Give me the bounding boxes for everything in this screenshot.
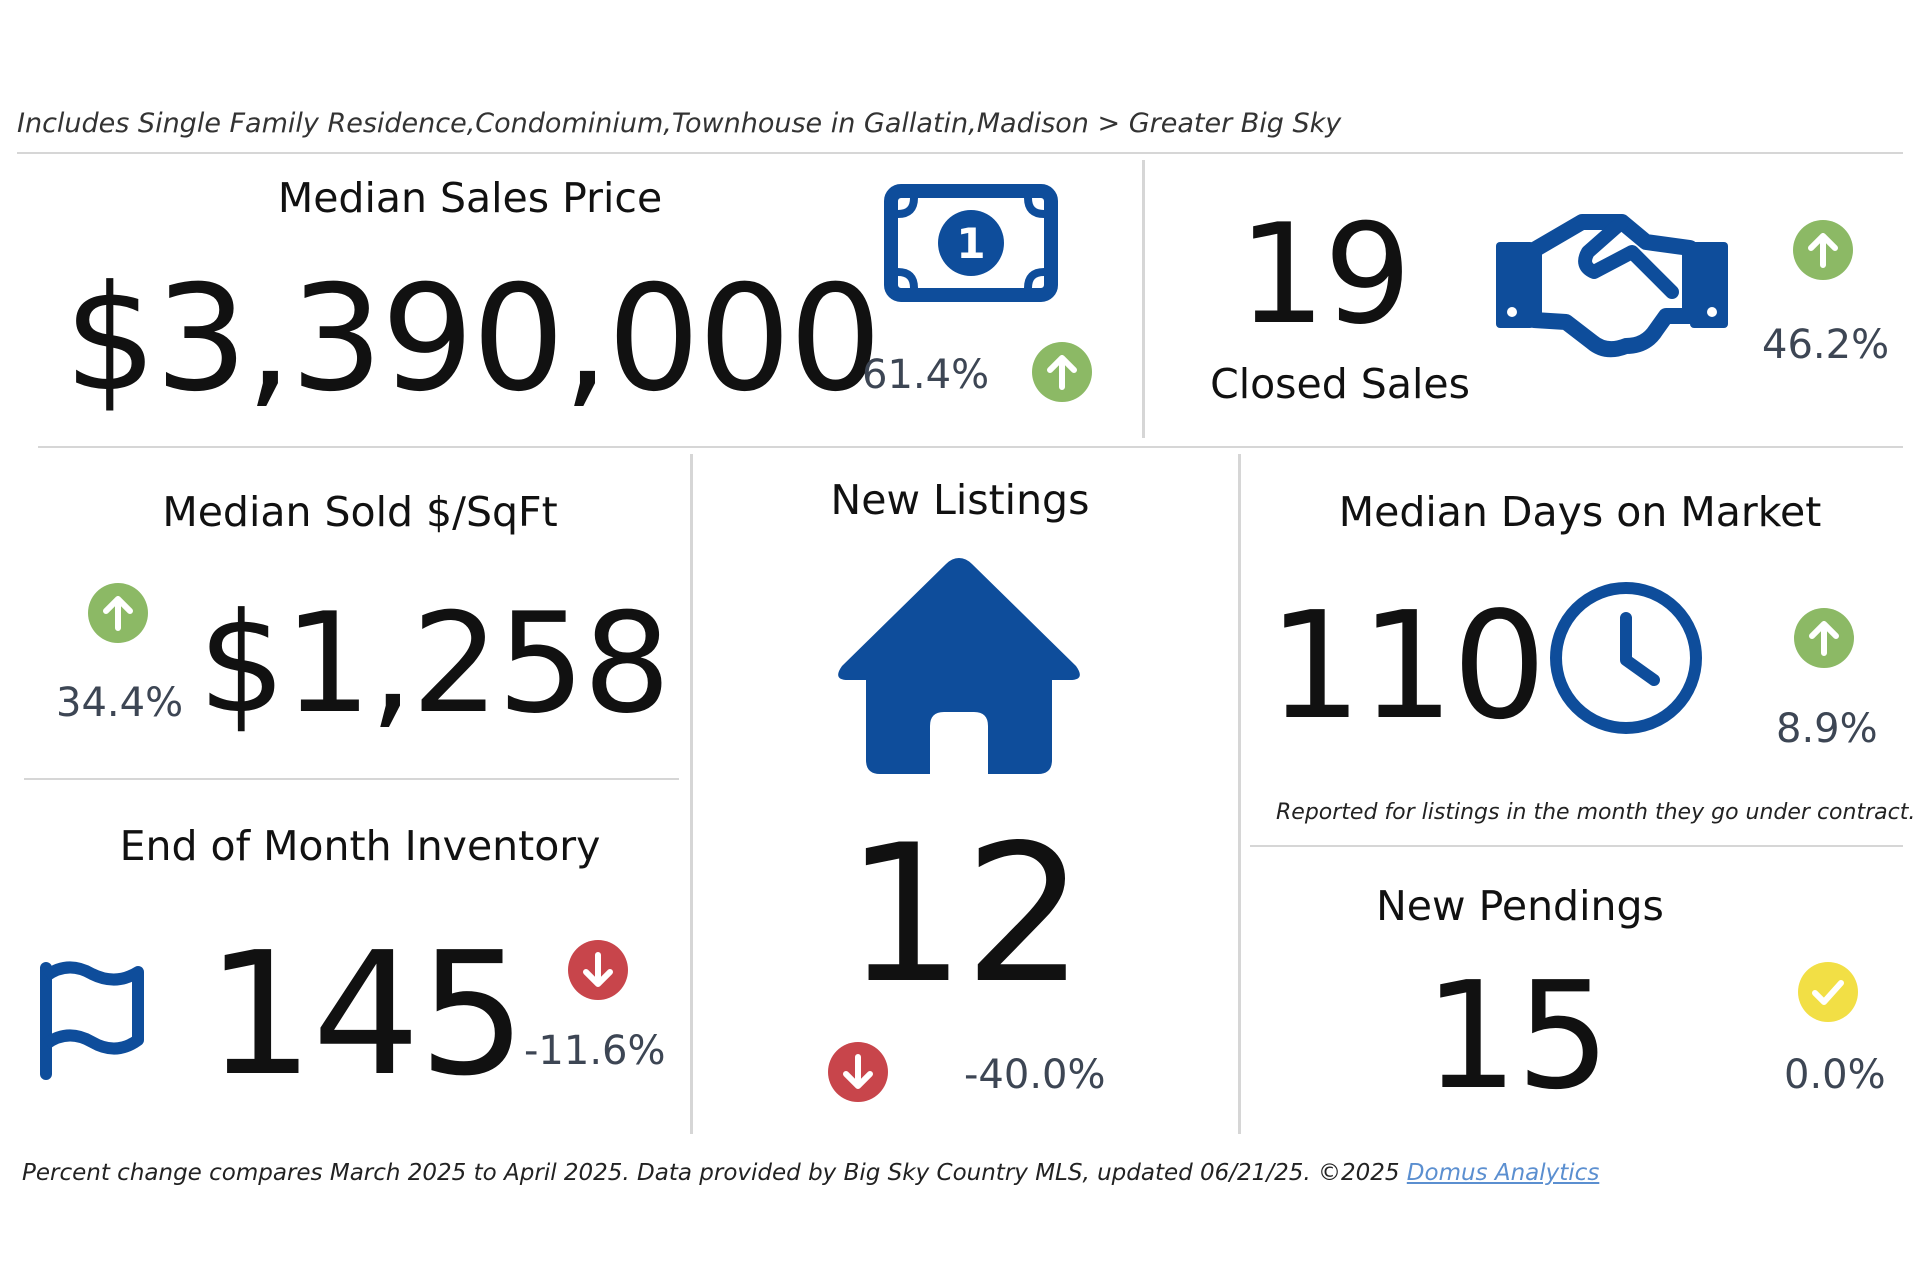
arrow-down-icon: [828, 1042, 888, 1102]
closed-sales-value: 19: [1238, 194, 1412, 355]
inventory-value: 145: [206, 916, 526, 1114]
new-listings-title: New Listings: [830, 476, 1090, 524]
footer-text: Percent change compares March 2025 to Ap…: [22, 1160, 1407, 1186]
divider-right-vertical: [1238, 454, 1241, 1134]
domus-analytics-link[interactable]: Domus Analytics: [1406, 1160, 1600, 1186]
new-pendings-value: 15: [1424, 950, 1610, 1122]
median-dom-note: Reported for listings in the month they …: [1276, 800, 1916, 825]
inventory-change: -11.6%: [524, 1028, 666, 1074]
arrow-up-icon: [1794, 608, 1854, 668]
check-icon: [1798, 962, 1858, 1022]
closed-sales-title: Closed Sales: [1210, 360, 1470, 408]
clock-icon: [1548, 580, 1704, 736]
new-listings-change: -40.0%: [964, 1052, 1106, 1098]
median-dom-change: 8.9%: [1776, 706, 1878, 752]
new-pendings-change: 0.0%: [1784, 1052, 1886, 1098]
divider-middle: [38, 446, 1903, 448]
svg-text:1: 1: [956, 219, 985, 268]
median-sold-sqft-value: $1,258: [198, 583, 671, 744]
median-sales-price-value: $3,390,000: [64, 254, 882, 424]
inventory-title: End of Month Inventory: [119, 822, 601, 870]
report-subtitle: Includes Single Family Residence,Condomi…: [17, 108, 1342, 139]
arrow-up-icon: [1793, 220, 1853, 280]
handshake-icon: [1496, 212, 1728, 358]
median-dom-title: Median Days on Market: [1338, 488, 1822, 536]
closed-sales-change: 46.2%: [1762, 322, 1890, 368]
new-pendings-title: New Pendings: [1376, 882, 1664, 930]
flag-icon: [38, 960, 144, 1080]
divider-left-section: [24, 778, 679, 780]
money-bill-icon: 1: [884, 184, 1058, 302]
median-dom-value: 110: [1268, 580, 1546, 752]
median-sold-sqft-title: Median Sold $/SqFt: [162, 488, 558, 536]
median-sold-sqft-change: 34.4%: [56, 680, 184, 726]
divider-right-section: [1250, 845, 1903, 847]
divider-left-vertical: [690, 454, 693, 1134]
divider-top-vertical: [1142, 160, 1145, 438]
new-listings-value: 12: [845, 804, 1085, 1025]
median-sales-price-change: 61.4%: [862, 352, 990, 398]
arrow-down-icon: [568, 940, 628, 1000]
house-icon: [834, 554, 1084, 776]
footer-note: Percent change compares March 2025 to Ap…: [22, 1160, 1599, 1186]
divider-top: [17, 152, 1903, 154]
median-sales-price-title: Median Sales Price: [277, 174, 663, 222]
arrow-up-icon: [1032, 342, 1092, 402]
arrow-up-icon: [88, 583, 148, 643]
